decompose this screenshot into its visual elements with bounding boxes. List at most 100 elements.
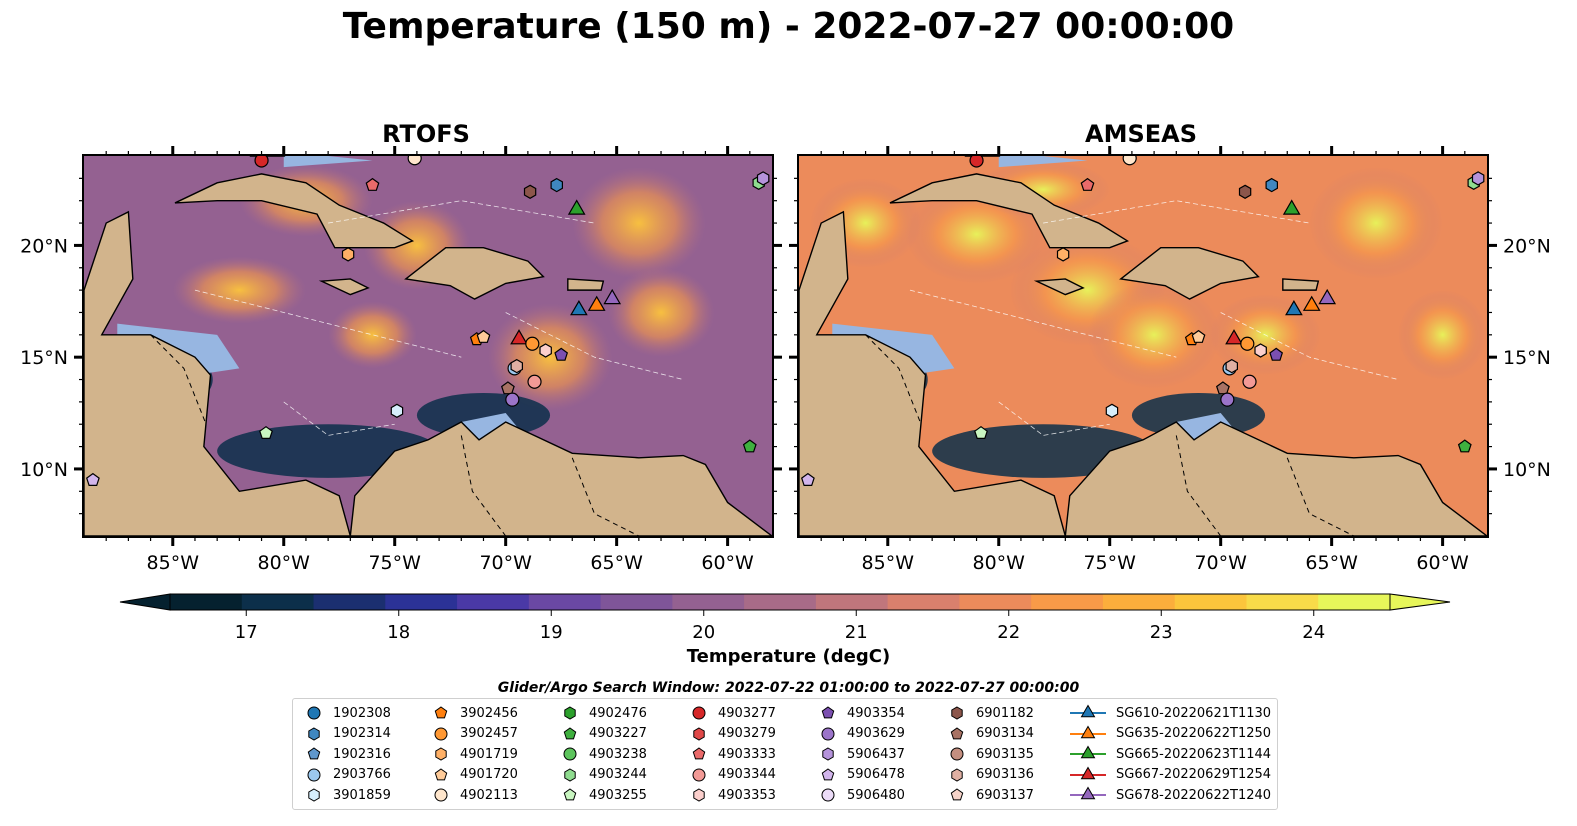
marker-SG678-20220622T1240: [1318, 288, 1337, 305]
search-window-text: Glider/Argo Search Window: 2022-07-22 01…: [497, 680, 1080, 696]
lat-tick-label-right: 20°N: [1503, 235, 1551, 257]
legend-marker-pentagon: [434, 767, 448, 780]
colorbar-tick-label: 18: [387, 622, 410, 643]
country-border: [865, 334, 922, 425]
marker-4903277: [969, 156, 984, 168]
legend-label: 1902314: [333, 726, 391, 741]
legend-marker-hexagon: [693, 726, 705, 741]
map-axes: 85°W 80°W 75°W 70°W 65°W 60°W 20°N 15°N 10°N 85°W…: [20, 146, 1551, 574]
colorbar-segment: [959, 594, 1032, 610]
country-border: [1286, 457, 1355, 536]
panel-title-rtofs: RTOFS: [382, 120, 470, 148]
colorbar-segment: [1246, 594, 1319, 610]
legend-label: SG665-20220623T1144: [1116, 746, 1272, 762]
legend-item: 6903137: [946, 785, 1034, 805]
legend-item: 4903238: [559, 744, 647, 764]
legend-item: 5906437: [817, 744, 905, 764]
colorbar-segment: [241, 594, 315, 610]
legend-item: 1902316: [303, 744, 391, 764]
marker-4903354: [1269, 347, 1284, 361]
legend-marker-circle: [563, 747, 577, 761]
legend-label: 4903333: [718, 746, 776, 762]
legend-label: 6903134: [976, 726, 1034, 741]
legend-label: 1902316: [333, 746, 391, 762]
land-mass: [799, 210, 1067, 536]
land-mass: [1064, 421, 1487, 536]
colorbar-segment: [600, 594, 673, 610]
marker-SG678-20220622T1240: [603, 288, 622, 305]
marker-4903227: [742, 439, 757, 453]
legend-label: 6903137: [976, 787, 1034, 803]
marker-SG665-20220623T1144: [567, 199, 586, 215]
legend-marker-circle: [434, 788, 448, 802]
eez-boundary: [998, 401, 1110, 436]
colorbar-segment: [1318, 594, 1391, 610]
warm-anomaly: [1309, 167, 1443, 279]
legend-label: 4903255: [589, 787, 647, 803]
land-mass: [567, 278, 605, 291]
map-panel-rtofs[interactable]: [82, 154, 774, 538]
legend-marker-triangle: [1070, 786, 1106, 800]
legend-item: 4903354: [817, 703, 905, 723]
colorbar-segment: [887, 594, 960, 610]
land-mass: [1033, 278, 1085, 296]
marker-6903134: [1215, 381, 1230, 395]
legend-label: 4903629: [847, 726, 905, 741]
legend-label: 1902308: [333, 705, 391, 721]
legend-marker-hexagon: [951, 767, 963, 782]
legend-item: 6903136: [946, 765, 1034, 785]
legend-item: 4903353: [688, 785, 776, 805]
marker-SG610-20220621T1130: [1285, 300, 1303, 316]
colorbar-tick-label: 17: [235, 622, 258, 643]
colorbar-label: Temperature (degC): [686, 646, 891, 667]
colorbar-segment: [528, 594, 602, 610]
colorbar-tick-label: 22: [997, 622, 1020, 643]
legend-item: 4901720: [430, 765, 518, 785]
legend-item: 2903766: [303, 765, 391, 785]
lon-tick-label: 80°W: [973, 552, 1026, 574]
map-panel-amseas[interactable]: [797, 154, 1489, 538]
legend-label: 4902113: [460, 787, 518, 803]
legend-label: SG610-20220621T1130: [1116, 705, 1272, 721]
lon-tick-label: 80°W: [258, 552, 311, 574]
colorbar-segment: [1031, 594, 1104, 610]
legend-marker-triangle: [1070, 745, 1106, 759]
marker-4903333: [365, 177, 380, 191]
legend-item: 5906478: [817, 765, 905, 785]
lon-tick-label: 75°W: [368, 552, 421, 574]
legend-item: 4903279: [688, 724, 776, 744]
marker-6903134: [500, 381, 515, 395]
warm-anomaly: [1398, 290, 1487, 380]
legend-label: 6903135: [976, 746, 1034, 762]
legend-marker-hexagon: [822, 747, 834, 761]
marker-5906478: [85, 472, 100, 486]
warm-anomaly: [607, 267, 715, 358]
legend-item: 3902456: [430, 703, 518, 723]
marker-4902113: [1122, 156, 1137, 166]
marker-4903255: [974, 425, 988, 439]
colorbar-segment: [1102, 594, 1176, 610]
legend-marker-pentagon: [563, 788, 577, 801]
marker-6901182: [1238, 184, 1252, 199]
land-mass: [404, 246, 545, 300]
marker-4901720: [1191, 329, 1206, 343]
country-border: [460, 435, 507, 536]
marker-5906437: [756, 171, 770, 186]
legend-marker-hexagon: [693, 788, 705, 802]
marker-4903629: [1220, 392, 1235, 407]
land-mass: [889, 173, 1130, 249]
colorbar-segment: [744, 594, 817, 610]
legend-marker-hexagon: [308, 726, 320, 741]
marker-3901859: [1105, 403, 1119, 418]
legend-label: 4903227: [589, 726, 647, 741]
colorbar-segment: [672, 594, 745, 610]
legend-item: 4903227: [559, 724, 647, 744]
legend-item: 5906480: [817, 785, 905, 805]
legend-marker-pentagon: [307, 747, 321, 760]
lat-tick-label-left: 15°N: [20, 347, 68, 369]
legend-item: 4903244: [559, 765, 647, 785]
marker-4903255: [259, 425, 273, 439]
colorbar-extend-high: [1389, 593, 1451, 611]
marker-4903629: [505, 392, 520, 407]
legend-marker-circle: [692, 768, 706, 781]
